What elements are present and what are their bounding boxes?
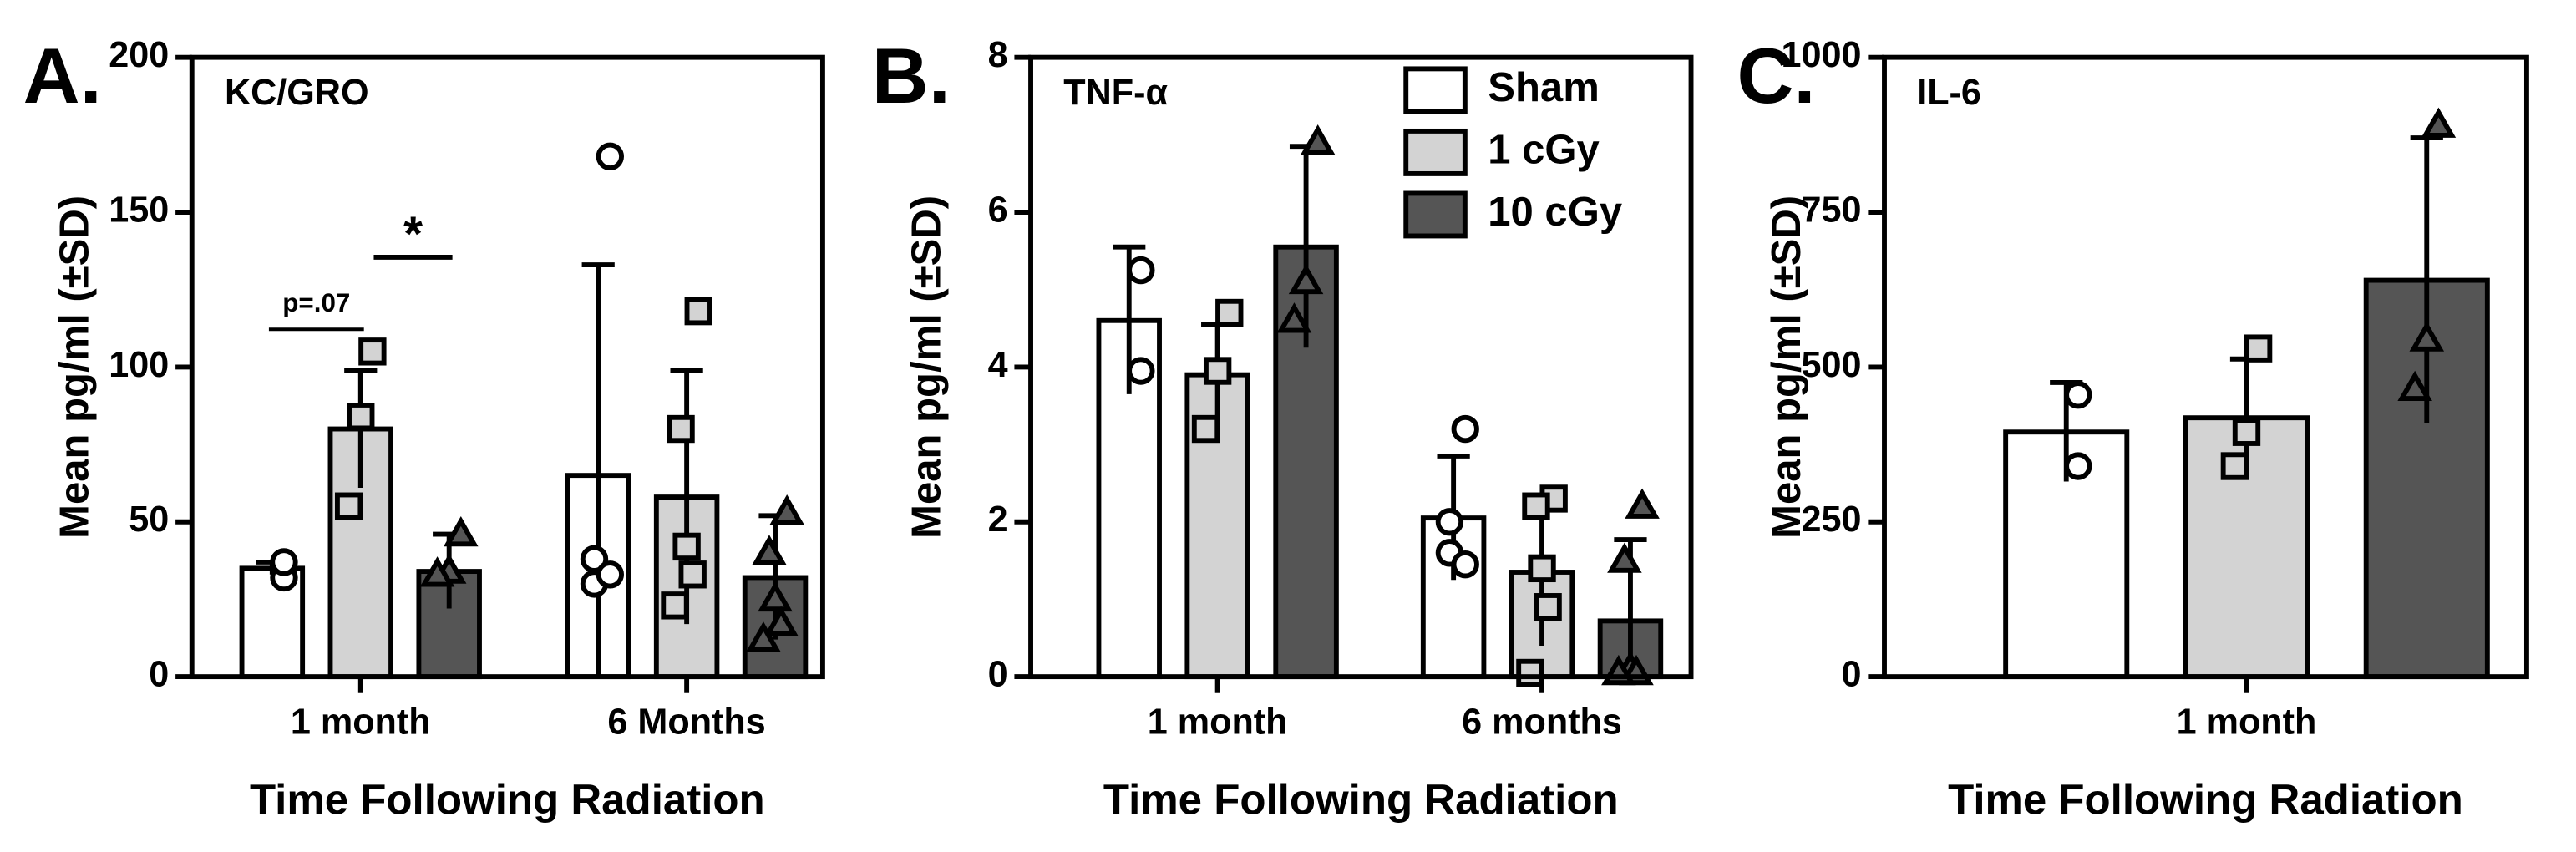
data-point [1127,357,1155,385]
chart-title: IL-6 [1917,73,1981,113]
data-point [667,414,695,444]
x-axis-label: Time Following Radiation [1948,776,2463,824]
data-point [1522,492,1550,520]
panel-letter: A. [23,32,102,119]
y-tick-label: 100 [109,345,169,385]
data-point [1191,414,1220,444]
data-point [2244,334,2273,363]
x-tick-label: 6 Months [607,702,765,742]
data-point [2421,107,2457,138]
data-point [1528,554,1556,583]
data-point [347,403,375,431]
error-bar [2410,135,2443,423]
data-point [2220,452,2249,480]
data-point [763,606,799,636]
data-point [596,560,624,589]
data-point [1516,658,1544,687]
y-tick-label: 4 [988,345,1008,385]
plot-frame [189,54,825,680]
y-tick-label: 250 [1802,500,1862,540]
data-point [672,532,701,561]
data-point [2064,381,2092,409]
y-tick-label: 0 [149,655,169,695]
data-point [419,556,455,587]
data-point [444,515,479,547]
data-point [752,535,787,565]
data-point [596,142,624,170]
chart-title: KC/GRO [225,73,369,113]
data-point [1451,414,1479,444]
y-tick-label: 750 [1802,190,1862,230]
annotation: p=.07 [282,288,350,317]
legend-swatch [1403,66,1468,114]
x-tick-label: 1 month [291,702,431,742]
data-point [2064,452,2092,480]
data-point [661,591,689,620]
data-point [334,492,363,520]
data-point [1625,488,1660,519]
y-tick-label: 0 [988,655,1008,695]
y-axis-label: Mean pg/ml (±SD) [1764,195,1809,539]
data-point [358,337,387,366]
y-tick-label: 500 [1802,345,1862,385]
chart-title: TNF-α [1063,73,1168,113]
error-bar [581,262,615,677]
data-point [1300,124,1336,155]
data-point [746,621,781,652]
y-axis-label: Mean pg/ml (±SD) [52,195,97,539]
data-point [1203,357,1232,385]
x-tick-label: 1 month [2177,702,2317,742]
y-axis-label: Mean pg/ml (±SD) [904,195,949,539]
panel-letter: B. [872,32,951,119]
data-point [1607,542,1642,573]
data-point [2409,321,2445,352]
y-tick-label: 150 [109,190,169,230]
x-tick-label: 6 months [1462,702,1622,742]
plot-frame [1882,54,2529,680]
data-point [1215,298,1244,327]
x-axis-label: Time Following Radiation [250,776,765,824]
data-point [2232,418,2261,446]
y-tick-label: 0 [1842,655,1862,695]
y-tick-label: 1000 [1782,35,1862,75]
y-tick-label: 8 [988,35,1008,75]
data-point [1276,302,1312,333]
y-tick-label: 50 [129,500,169,540]
y-tick-label: 200 [109,35,169,75]
panel-letter: C. [1737,32,1815,119]
y-tick-label: 2 [988,500,1008,540]
data-point [758,581,793,612]
legend-swatch [1403,128,1468,176]
data-point [1534,593,1562,621]
data-point [1435,508,1464,536]
data-point [1288,263,1324,295]
data-point [684,297,712,326]
plot-frame [1028,54,1694,680]
legend-swatch [1403,190,1468,239]
data-point [678,560,707,589]
data-point [1127,256,1155,285]
legend-label: 1 cGy [1488,127,1600,172]
data-point [1451,550,1479,579]
annotation: * [403,207,423,261]
x-tick-label: 1 month [1148,702,1288,742]
x-axis-label: Time Following Radiation [1103,776,1619,824]
data-point [270,548,298,576]
y-tick-label: 6 [988,190,1008,230]
data-point [769,494,804,525]
legend-label: 10 cGy [1488,190,1622,235]
data-point [2397,370,2432,402]
legend-label: Sham [1488,65,1599,110]
